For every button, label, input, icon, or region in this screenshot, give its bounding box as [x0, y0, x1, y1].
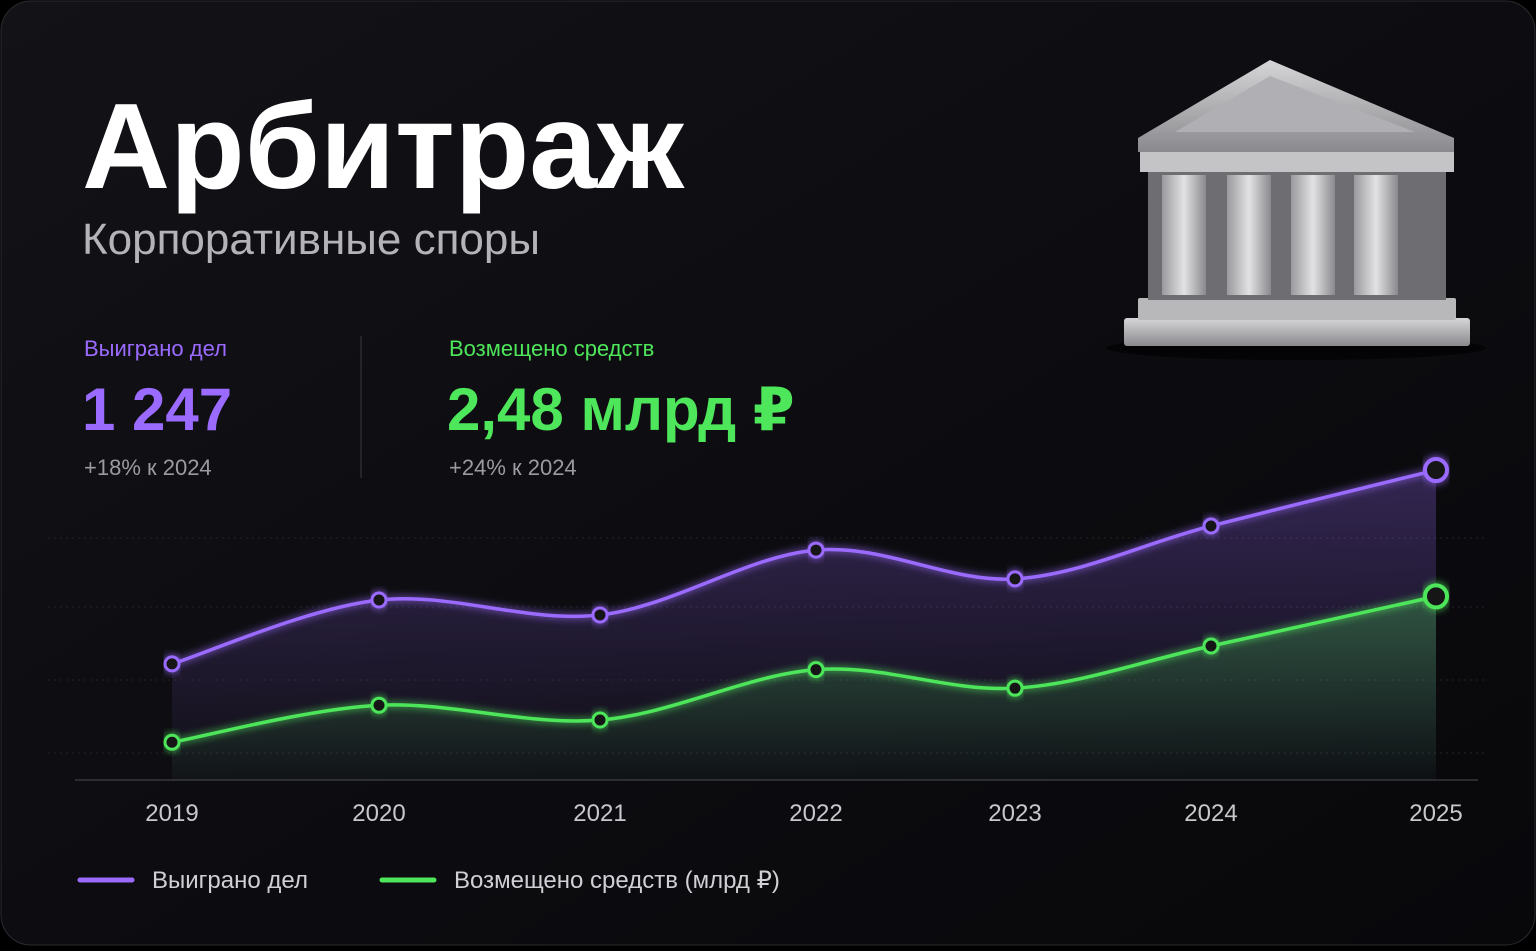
x-tick-label: 2022	[789, 800, 842, 827]
x-tick-label: 2021	[573, 800, 626, 827]
point	[807, 661, 825, 679]
courthouse-icon	[1106, 60, 1486, 360]
stat-change: +24% к 2024	[449, 455, 577, 480]
legend-label: Возмещено средств (млрд ₽)	[454, 867, 780, 894]
point	[163, 733, 181, 751]
point	[163, 655, 181, 673]
stat-label: Выиграно дел	[84, 336, 227, 361]
x-tick-label: 2020	[352, 800, 405, 827]
stat-label: Возмещено средств	[449, 336, 654, 361]
x-tick-label: 2024	[1184, 800, 1237, 827]
x-tick-label: 2019	[145, 800, 198, 827]
x-tick-label: 2025	[1409, 800, 1462, 827]
x-tick-label: 2023	[988, 800, 1041, 827]
stat-value: 2,48 млрд ₽	[447, 376, 795, 443]
point	[591, 711, 609, 729]
point	[1202, 637, 1220, 655]
stat-change: +18% к 2024	[84, 455, 212, 480]
point	[370, 696, 388, 714]
stat-value: 1 247	[82, 376, 232, 443]
point	[1006, 570, 1024, 588]
subtitle: Корпоративные споры	[82, 215, 540, 264]
title: Арбитраж	[82, 78, 685, 214]
point	[1006, 679, 1024, 697]
point	[370, 591, 388, 609]
area	[172, 596, 1436, 780]
point	[1423, 457, 1449, 484]
point	[1423, 583, 1449, 610]
point	[591, 606, 609, 624]
legend-label: Выиграно дел	[152, 867, 308, 894]
point	[1202, 517, 1220, 535]
point	[807, 541, 825, 559]
